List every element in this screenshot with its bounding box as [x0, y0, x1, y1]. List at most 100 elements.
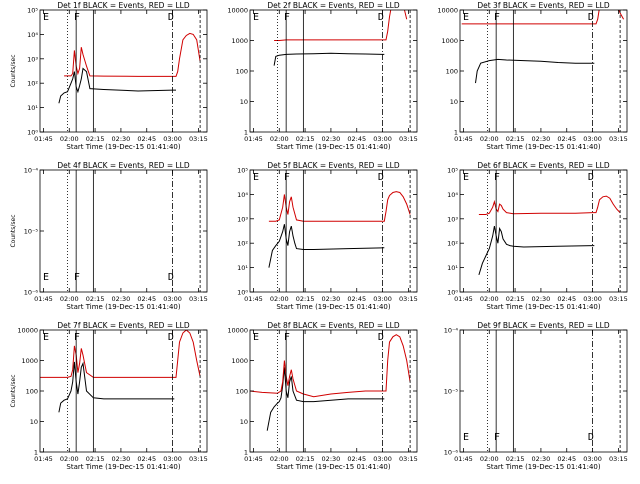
series-group [268, 191, 411, 268]
x-tick-label: 02:00 [270, 295, 289, 303]
series-lld-line [250, 334, 411, 398]
marker-e: E [43, 332, 49, 343]
y-tick-label: 10³ [27, 55, 38, 63]
y-tick-label: 10⁻⁵ [444, 388, 459, 396]
series-group [58, 32, 201, 104]
x-tick-label: 02:30 [532, 455, 551, 463]
y-tick-label: 10⁻⁵ [24, 228, 39, 236]
x-tick-label: 03:00 [373, 135, 392, 143]
chart-panel-7: Det 7f BLACK = Events, RED = LLD E F D 1 10 10… [10, 321, 208, 471]
chart-title: Det 3f BLACK = Events, RED = LLD [477, 1, 610, 10]
chart-title: Det 7f BLACK = Events, RED = LLD [57, 321, 190, 330]
x-axis-label: Start Time (19-Dec-15 01:41:40) [66, 143, 180, 151]
y-tick-label: 10¹ [237, 264, 248, 272]
y-tick-label: 10⁰ [237, 289, 248, 297]
y-tick-label: 100 [236, 388, 248, 396]
x-tick-label: 02:45 [347, 455, 366, 463]
marker-f: F [284, 172, 290, 183]
y-tick-label: 1000 [21, 357, 38, 365]
x-tick-label: 01:45 [454, 455, 473, 463]
x-tick-label: 02:45 [557, 135, 576, 143]
marker-d: D [378, 12, 384, 23]
series-group [461, 10, 625, 84]
x-tick-label: 02:45 [137, 455, 156, 463]
chart-panel-4: Det 4f BLACK = Events, RED = LLD E F D 10⁻⁶ 1… [10, 161, 208, 311]
x-tick-label: 01:45 [244, 455, 263, 463]
x-tick-label: 02:45 [137, 135, 156, 143]
x-tick-label: 02:15 [86, 295, 105, 303]
axes-frame [39, 169, 208, 293]
marker-d: D [378, 332, 384, 343]
chart-title: Det 8f BLACK = Events, RED = LLD [267, 321, 400, 330]
chart-panel-1: Det 1f BLACK = Events, RED = LLD E F D 10⁰ 10… [10, 1, 208, 151]
series-events-line [268, 224, 385, 268]
axes-frame [249, 329, 418, 453]
x-tick-label: 03:00 [373, 455, 392, 463]
chart-panel-9: Det 9f BLACK = Events, RED = LLD E F D 10⁻⁶ 1… [444, 321, 628, 471]
axes-frame [249, 9, 418, 133]
y-tick-label: 100 [26, 388, 38, 396]
series-events-line [273, 52, 385, 66]
chart-title: Det 1f BLACK = Events, RED = LLD [57, 1, 190, 10]
x-tick-label: 03:15 [189, 455, 208, 463]
axes-frame [39, 9, 208, 133]
y-tick-label: 10⁵ [447, 167, 458, 175]
marker-d: D [168, 332, 174, 343]
x-tick-label: 03:15 [399, 295, 418, 303]
y-tick-label: 10² [27, 80, 38, 88]
y-tick-label: 10⁵ [27, 7, 38, 15]
x-axis-label: Start Time (19-Dec-15 01:41:40) [66, 303, 180, 311]
chart-title: Det 4f BLACK = Events, RED = LLD [57, 161, 190, 170]
x-tick-label: 02:30 [112, 135, 131, 143]
series-lld-line [40, 330, 201, 378]
x-tick-label: 02:00 [480, 295, 499, 303]
series-group [40, 330, 201, 413]
x-tick-label: 02:15 [296, 295, 315, 303]
y-tick-label: 10 [30, 418, 38, 426]
x-tick-label: 02:30 [532, 295, 551, 303]
series-group [250, 334, 411, 431]
x-tick-label: 03:15 [609, 455, 628, 463]
y-axis-label: Counts/sec [10, 374, 17, 407]
axes-frame [459, 329, 628, 453]
marker-d: D [588, 12, 594, 23]
y-tick-label: 10¹ [27, 104, 38, 112]
series-events-line [478, 226, 595, 276]
chart-title: Det 2f BLACK = Events, RED = LLD [267, 1, 400, 10]
x-tick-label: 02:30 [112, 455, 131, 463]
y-tick-label: 10⁴ [27, 31, 38, 39]
y-tick-label: 10⁻⁴ [444, 327, 459, 335]
x-tick-label: 03:15 [609, 135, 628, 143]
x-tick-label: 02:15 [86, 135, 105, 143]
x-tick-label: 02:30 [322, 295, 341, 303]
y-tick-label: 10000 [227, 327, 248, 335]
x-tick-label: 02:15 [506, 455, 525, 463]
chart-title: Det 5f BLACK = Events, RED = LLD [267, 161, 400, 170]
y-tick-label: 10¹ [447, 264, 458, 272]
y-tick-label: 10⁻⁶ [24, 289, 39, 297]
y-tick-label: 100 [446, 68, 458, 76]
x-tick-label: 01:45 [454, 295, 473, 303]
series-lld-line [268, 191, 411, 222]
series-events-line [475, 58, 595, 84]
y-tick-label: 10⁴ [447, 191, 458, 199]
marker-f: F [494, 172, 500, 183]
y-tick-label: 1000 [441, 37, 458, 45]
marker-e: E [43, 12, 49, 23]
marker-f: F [74, 332, 80, 343]
y-tick-label: 10⁻⁴ [24, 167, 39, 175]
y-tick-label: 10 [450, 98, 458, 106]
x-tick-label: 03:15 [189, 295, 208, 303]
marker-d: D [168, 12, 174, 23]
marker-e: E [463, 432, 469, 443]
x-tick-label: 01:45 [34, 135, 53, 143]
marker-f: F [494, 432, 500, 443]
x-axis-label: Start Time (19-Dec-15 01:41:40) [486, 303, 600, 311]
series-events-line [266, 367, 385, 431]
x-tick-label: 01:45 [34, 455, 53, 463]
x-tick-label: 02:00 [270, 455, 289, 463]
y-tick-label: 10 [240, 418, 248, 426]
y-axis-label: Counts/sec [10, 214, 17, 247]
